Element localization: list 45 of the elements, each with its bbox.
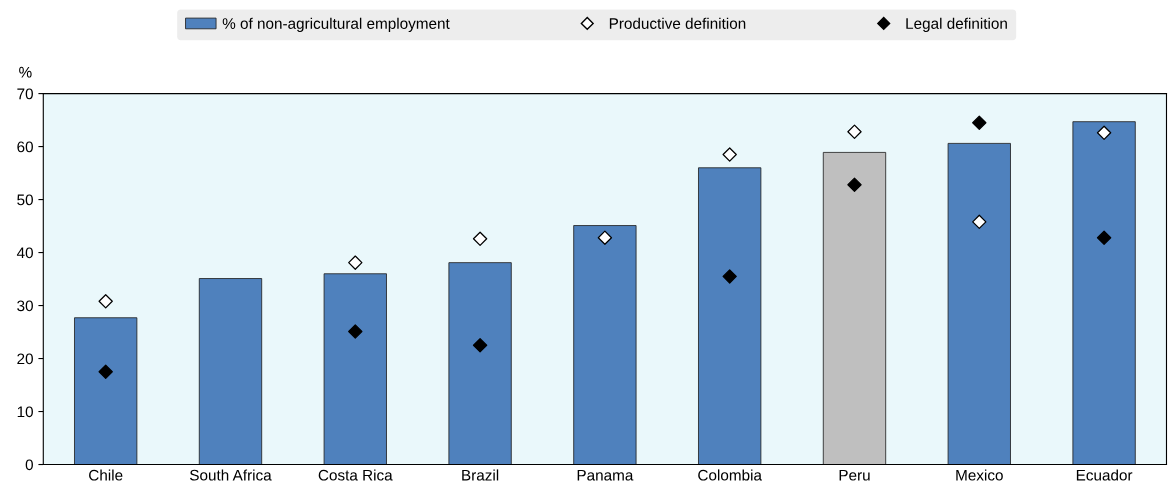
x-tick-label: Colombia <box>698 469 762 481</box>
x-tick-label: Mexico <box>956 469 1003 481</box>
bar <box>198 278 263 465</box>
point <box>972 115 987 130</box>
x-tick-label: Chile <box>89 469 123 481</box>
x-tick-label: Ecuador <box>1076 469 1133 481</box>
point <box>472 231 488 246</box>
x-tick-label: Costa Rica <box>318 469 393 481</box>
x-tick-label: Peru <box>839 469 870 481</box>
point <box>472 338 488 353</box>
bar <box>323 273 387 465</box>
point <box>722 269 737 284</box>
bar <box>448 262 512 465</box>
y-tick-label: 50 <box>17 194 33 206</box>
point <box>722 147 737 162</box>
y-tick-label: 10 <box>17 406 33 418</box>
bar <box>573 225 637 465</box>
legend-label: Productive definition <box>609 17 746 29</box>
y-tick-label: 0 <box>25 459 33 471</box>
point <box>348 324 363 339</box>
point <box>972 214 987 230</box>
point <box>847 177 862 192</box>
bar <box>947 142 1011 465</box>
y-tick-label: 20 <box>17 353 33 365</box>
y-tick-label: 30 <box>17 300 33 312</box>
point <box>348 255 363 270</box>
point <box>1096 125 1112 141</box>
y-axis-title: % <box>19 66 32 78</box>
x-tick-label: Panama <box>577 469 634 481</box>
y-tick-label: 40 <box>16 247 33 259</box>
legend-label: % of non-agricultural employment <box>222 17 450 32</box>
y-tick-label: 60 <box>17 141 33 153</box>
bar <box>74 317 138 465</box>
x-tick-label: Brazil <box>462 469 499 481</box>
bar <box>1072 121 1136 465</box>
point <box>847 124 862 139</box>
bar <box>698 167 762 465</box>
x-tick-label: South Africa <box>190 469 272 481</box>
point <box>98 364 113 380</box>
point <box>597 230 613 245</box>
point <box>1096 230 1112 245</box>
bar <box>822 151 887 465</box>
y-tick-label: 70 <box>17 88 33 100</box>
legend-label: Legal definition <box>906 17 1007 32</box>
point <box>98 294 113 309</box>
